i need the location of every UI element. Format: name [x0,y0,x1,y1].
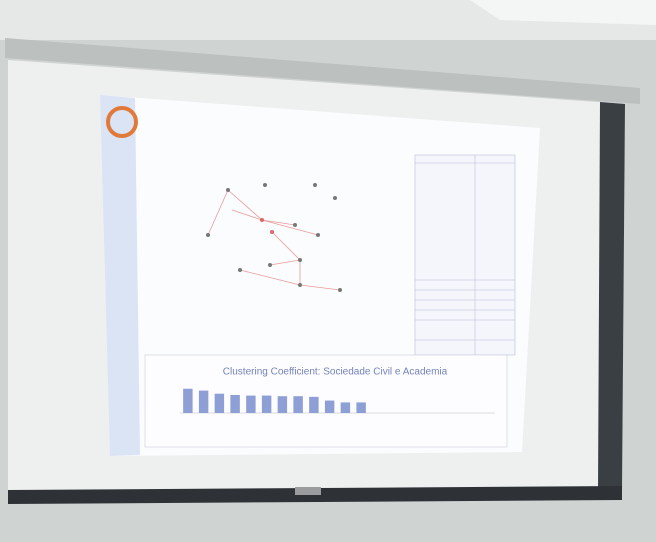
bar [183,389,192,413]
bar [341,402,350,413]
bar [262,396,271,413]
photo: Clustering Coefficient: Sociedade Civil … [0,0,656,542]
bar [309,397,318,413]
slide-table [415,155,515,355]
bar [356,402,365,413]
page: {"chart_data": {"type": "bar", "title": … [0,0,656,542]
bar [278,396,287,413]
bar [199,391,208,413]
bar [246,396,255,413]
screen-border [598,102,625,492]
bar [215,394,224,413]
bar [293,396,302,413]
screen-handle [295,487,321,495]
chart-title: Clustering Coefficient: Sociedade Civil … [223,367,448,378]
bar [230,395,239,413]
bar [325,401,334,413]
